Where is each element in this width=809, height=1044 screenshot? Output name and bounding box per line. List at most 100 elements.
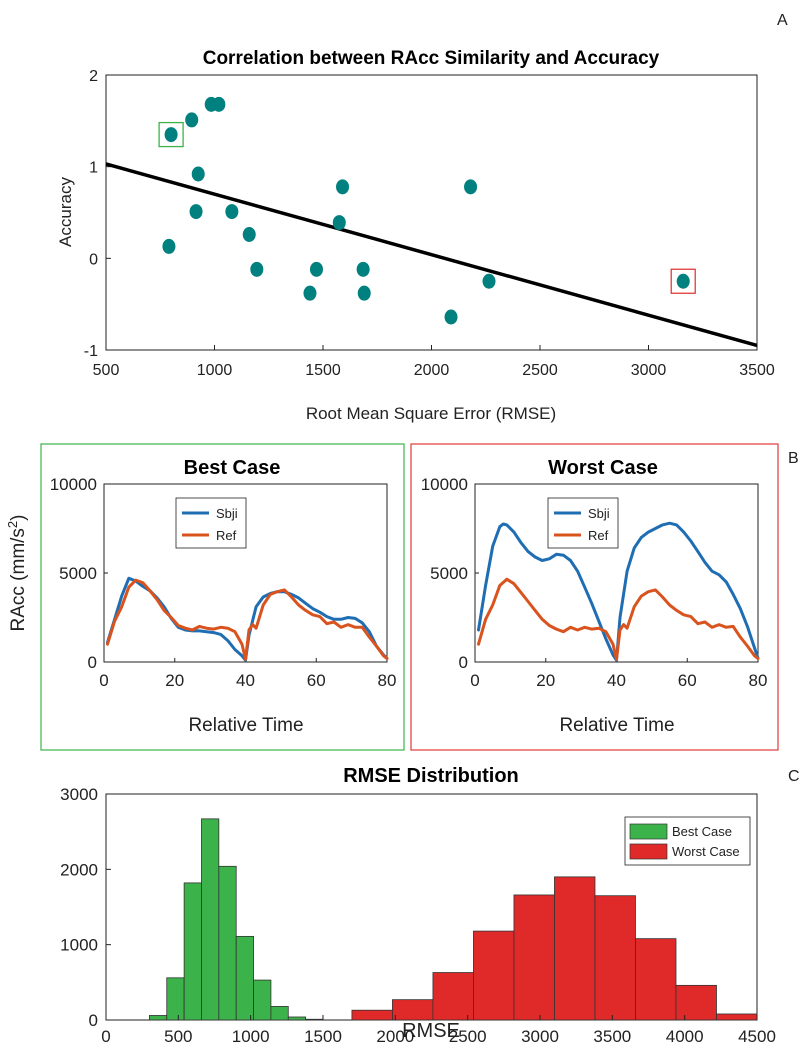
y-tick-label: 10000 [421,475,468,494]
scatter-point [303,285,317,301]
histogram-bar [148,1015,168,1021]
x-tick-label: 20 [536,671,555,690]
scatter-point [676,273,690,289]
x-tick-label: 2000 [414,362,450,379]
y-tick-label: 10000 [50,475,97,494]
y-axis-label-b: RAcc (mm/s2) [5,515,29,632]
legend-label: Best Case [672,824,732,839]
legend-label: Sbji [588,506,610,521]
histogram-bar [183,882,202,1021]
scatter-point [191,166,205,182]
scatter-point [357,285,371,301]
x-tick-label: 60 [307,671,326,690]
y-tick-label: 5000 [430,564,468,583]
panel-letter-b: B [788,450,799,467]
panel-worst-case: Worst Case 0 20 40 60 80 0 5000 10000 Sbji Ref R… [421,457,768,736]
legend-label: Worst Case [672,844,740,859]
histogram-bar [594,895,636,1021]
x-tick-label: 1000 [232,1027,270,1044]
histogram-bar [253,979,272,1021]
legend-box [175,497,247,549]
histogram-bars [148,818,758,1021]
histogram-bar [432,972,474,1021]
chart-title-best: Best Case [184,457,281,479]
histogram-bar [473,930,515,1021]
histogram-bar [675,984,717,1021]
best-case-frame [40,443,405,751]
histogram-bar [287,1016,307,1021]
legend-box [547,497,619,549]
panel-letter-c: C [788,768,800,785]
x-tick-label: 1000 [197,362,233,379]
plot-area-a [105,74,758,351]
x-tick-label: 4500 [738,1027,776,1044]
scatter-points [162,96,690,325]
x-axis-label-c: RMSE [402,1020,460,1042]
highlight-box [158,121,184,148]
x-axis-label-worst: Relative Time [559,715,674,736]
histogram-bar [166,977,185,1021]
legend-swatch [629,843,668,860]
y-tick-label: 1000 [60,936,98,955]
axis-ticks-c: 0 500 1000 1500 2000 2500 3000 3500 4000 4500 0 100… [60,785,776,1044]
y-tick-label: 2 [89,68,98,85]
chart-title-c: RMSE Distribution [343,765,519,787]
scatter-point [332,215,346,231]
x-tick-label: 0 [101,1027,110,1044]
fit-line [105,162,758,348]
y-axis-label-a: Accuracy [56,177,75,247]
x-tick-label: 20 [165,671,184,690]
x-tick-label: 3500 [593,1027,631,1044]
scatter-point [444,309,458,325]
x-tick-label: 80 [749,671,768,690]
series-line-ref [477,577,760,661]
series-lines-best [106,576,389,662]
legend-c: Best Case Worst Case [624,816,751,866]
x-tick-label: 80 [378,671,397,690]
histogram-bar [201,818,220,1021]
x-tick-label: 1500 [304,1027,342,1044]
y-tick-label: 2000 [60,860,98,879]
panel-best-case: Best Case 0 20 40 60 80 0 5000 10000 Sbji Ref Re… [5,457,396,736]
y-tick-label: 0 [89,251,98,268]
legend-label: Ref [216,528,237,543]
scatter-point [242,227,256,242]
histogram-bar [716,1013,758,1021]
histogram-bar [235,935,254,1021]
scatter-point [356,261,370,277]
y-tick-label: 5000 [59,564,97,583]
scatter-point [309,261,323,277]
scatter-point [225,204,239,220]
legend-best: Sbji Ref [175,497,247,549]
scatter-point [250,261,264,277]
histogram-bar [305,1018,324,1021]
panel-c: C RMSE Distribution 0 500 1000 1500 2000 2500… [60,765,799,1044]
scatter-point [212,96,226,112]
x-tick-label: 0 [470,671,479,690]
x-axis-label-best: Relative Time [188,715,303,736]
axis-ticks-worst: 0 20 40 60 80 0 5000 10000 [421,475,768,690]
x-tick-label: 4000 [666,1027,704,1044]
y-tick-label: 0 [88,653,97,672]
scatter-point [464,179,478,195]
x-tick-label: 2500 [522,362,558,379]
x-tick-label: 500 [93,362,120,379]
series-lines-worst [477,521,760,662]
histogram-bar [392,999,434,1021]
y-tick-label: 1 [89,160,98,177]
chart-title-worst: Worst Case [548,457,658,479]
x-tick-label: 0 [99,671,108,690]
scatter-point [164,127,178,143]
y-axis-label-b-sup: 2 [5,521,20,528]
legend-worst: Sbji Ref [547,497,619,549]
scatter-point [482,273,496,289]
chart-title-a: Correlation between RAcc Similarity and … [203,48,660,69]
x-tick-label: 3000 [521,1027,559,1044]
scatter-point [189,204,203,220]
y-tick-label: 0 [89,1011,98,1030]
histogram-bar [218,865,237,1021]
histogram-bar [635,938,677,1021]
histogram-bar [351,1009,393,1021]
x-tick-label: 60 [678,671,697,690]
